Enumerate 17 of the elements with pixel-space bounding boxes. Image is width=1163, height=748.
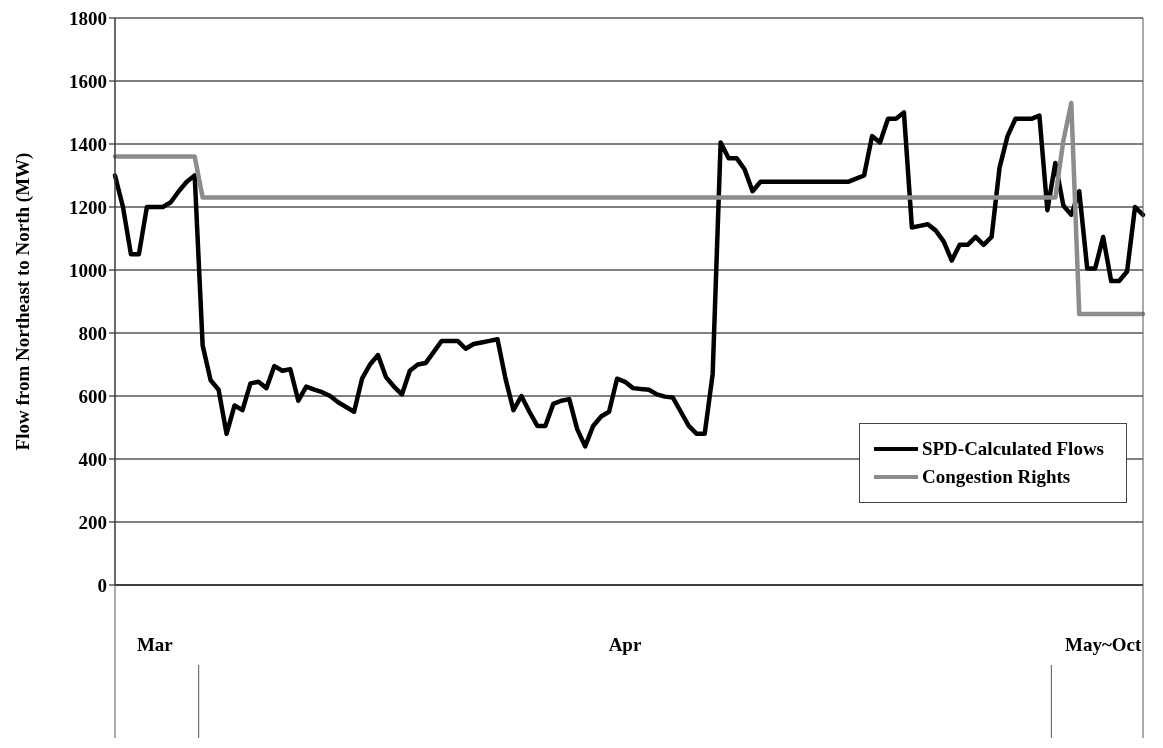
legend-label: Congestion Rights xyxy=(921,466,1071,488)
x-tick-label: Apr xyxy=(608,634,642,655)
y-axis-title: Flow from Northeast to North (MW) xyxy=(11,152,34,451)
y-tick-label: 1000 xyxy=(69,259,107,281)
y-tick-label: 0 xyxy=(97,574,107,596)
y-tick-label: 1800 xyxy=(69,7,107,29)
y-tick-label: 600 xyxy=(78,385,107,407)
y-tick-label: 800 xyxy=(78,322,107,344)
legend-label: SPD-Calculated Flows xyxy=(921,438,1104,460)
y-tick-label: 1600 xyxy=(69,70,107,92)
y-tick-label: 1400 xyxy=(69,133,107,155)
line-series xyxy=(112,100,1146,317)
y-tick-label: 400 xyxy=(78,448,107,470)
x-tick-label: Mar xyxy=(136,634,174,655)
y-tick-label: 200 xyxy=(78,511,107,533)
x-tick-label: May~Oct xyxy=(1064,634,1142,655)
y-tick-label: 1200 xyxy=(69,196,107,218)
